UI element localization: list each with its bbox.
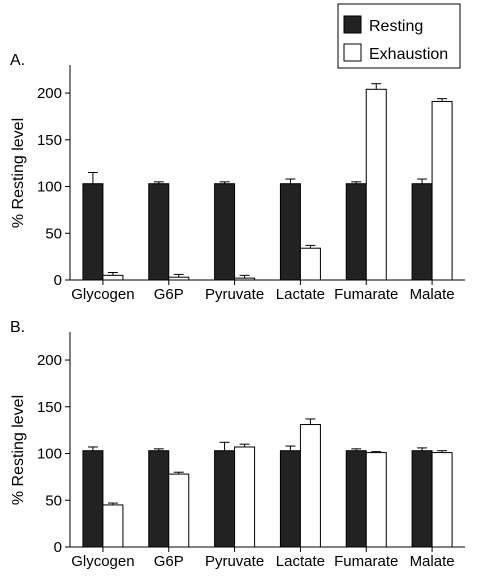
bar-resting bbox=[214, 183, 236, 281]
x-tick-label: G6P bbox=[154, 553, 184, 570]
x-tick-label: Fumarate bbox=[334, 553, 398, 570]
y-tick-label: 100 bbox=[37, 446, 62, 463]
x-tick-label: Pyruvate bbox=[205, 553, 264, 570]
legend-label-exhaustion: Exhaustion bbox=[369, 46, 448, 63]
y-axis-title-b: % Resting level bbox=[10, 395, 27, 505]
bar-exhaustion bbox=[168, 473, 190, 548]
legend-swatch-resting bbox=[343, 15, 362, 34]
bar-exhaustion bbox=[102, 504, 124, 548]
x-tick-label: Glycogen bbox=[71, 286, 134, 303]
y-tick-label: 0 bbox=[54, 272, 62, 289]
y-tick-label: 200 bbox=[37, 85, 62, 102]
bar-exhaustion bbox=[299, 247, 321, 281]
x-tick-label: Fumarate bbox=[334, 286, 398, 303]
y-tick-label: 150 bbox=[37, 399, 62, 416]
bars-a bbox=[82, 83, 453, 281]
y-tick-label: 150 bbox=[37, 132, 62, 149]
bar-resting bbox=[279, 450, 301, 548]
panel-label-b: B. bbox=[10, 319, 25, 336]
bar-exhaustion bbox=[234, 446, 256, 548]
bar-exhaustion bbox=[431, 452, 453, 548]
bar-resting bbox=[82, 450, 104, 548]
legend: Resting Exhaustion bbox=[337, 3, 461, 69]
y-tick-label: 50 bbox=[45, 225, 62, 242]
axes-a: 0 50 100 150 200 Glycogen G6P Pyruvate Lactate Fu… bbox=[37, 65, 465, 303]
bar-exhaustion bbox=[234, 277, 256, 281]
y-tick-label: 0 bbox=[54, 539, 62, 556]
bar-exhaustion bbox=[365, 88, 387, 281]
bar-resting bbox=[82, 183, 104, 281]
chart-panel-a: A. % Resting level 0 50 100 150 200 Glycogen G… bbox=[10, 52, 465, 303]
legend-swatch-exhaustion bbox=[343, 43, 362, 62]
chart-panel-b: B. % Resting level 0 50 100 150 200 Glycogen G… bbox=[10, 319, 465, 570]
panel-label-a: A. bbox=[10, 52, 25, 69]
y-tick-label: 100 bbox=[37, 179, 62, 196]
bar-exhaustion bbox=[168, 276, 190, 281]
legend-label-resting: Resting bbox=[369, 18, 423, 35]
x-tick-label: Glycogen bbox=[71, 553, 134, 570]
y-tick-label: 50 bbox=[45, 492, 62, 509]
axes-b: 0 50 100 150 200 Glycogen G6P Pyruvate Lactate Fu… bbox=[37, 332, 465, 570]
bar-resting bbox=[148, 183, 170, 281]
y-tick-label: 200 bbox=[37, 352, 62, 369]
bars-b bbox=[82, 418, 453, 548]
x-tick-label: Lactate bbox=[276, 286, 325, 303]
bar-resting bbox=[148, 450, 170, 548]
bar-resting bbox=[411, 183, 433, 281]
bar-resting bbox=[279, 183, 301, 281]
x-tick-label: Lactate bbox=[276, 553, 325, 570]
bar-exhaustion bbox=[365, 452, 387, 548]
bar-exhaustion bbox=[431, 100, 453, 281]
x-tick-label: Pyruvate bbox=[205, 286, 264, 303]
bar-resting bbox=[345, 450, 367, 548]
bar-resting bbox=[411, 450, 433, 548]
bar-exhaustion bbox=[102, 274, 124, 281]
x-tick-label: Malate bbox=[410, 286, 455, 303]
bar-resting bbox=[345, 183, 367, 281]
y-axis-title-a: % Resting level bbox=[10, 118, 27, 228]
bar-resting bbox=[214, 450, 236, 548]
x-tick-label: Malate bbox=[410, 553, 455, 570]
bar-exhaustion bbox=[299, 424, 321, 548]
x-tick-label: G6P bbox=[154, 286, 184, 303]
